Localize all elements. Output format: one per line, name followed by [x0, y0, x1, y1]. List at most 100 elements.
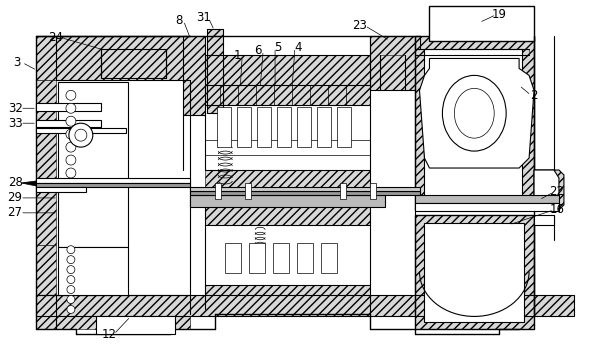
Bar: [278, 108, 290, 146]
Bar: [414, 203, 559, 211]
Bar: [36, 183, 190, 187]
Circle shape: [66, 129, 76, 139]
Bar: [101, 49, 165, 78]
Bar: [414, 195, 559, 203]
Text: 16: 16: [550, 203, 564, 216]
Bar: [58, 247, 128, 294]
Circle shape: [66, 155, 76, 165]
Text: 12: 12: [101, 328, 116, 341]
Bar: [245, 183, 251, 199]
Text: 3: 3: [14, 56, 21, 69]
Bar: [340, 183, 346, 199]
Bar: [424, 223, 524, 322]
Bar: [370, 183, 376, 199]
Bar: [277, 107, 291, 147]
Bar: [337, 107, 351, 147]
Polygon shape: [534, 170, 564, 210]
Bar: [430, 6, 534, 41]
Text: 4: 4: [294, 41, 302, 54]
Circle shape: [66, 90, 76, 100]
Bar: [218, 108, 230, 146]
Bar: [225, 243, 241, 273]
Bar: [238, 108, 250, 146]
Bar: [249, 243, 265, 273]
Bar: [258, 108, 270, 146]
Bar: [370, 36, 414, 90]
Text: 31: 31: [196, 11, 211, 24]
Bar: [318, 108, 330, 146]
Polygon shape: [420, 58, 534, 168]
Bar: [297, 107, 311, 147]
Bar: [36, 120, 101, 127]
Bar: [297, 243, 313, 273]
Bar: [215, 183, 221, 199]
Circle shape: [67, 295, 75, 303]
Circle shape: [67, 256, 75, 264]
Text: 19: 19: [492, 8, 506, 21]
Bar: [317, 107, 331, 147]
Bar: [36, 103, 101, 111]
Bar: [205, 285, 370, 309]
Bar: [414, 215, 534, 329]
Text: 24: 24: [48, 31, 63, 44]
Circle shape: [66, 168, 76, 178]
Bar: [36, 245, 56, 329]
Bar: [183, 36, 205, 115]
Bar: [205, 207, 370, 225]
Text: 23: 23: [352, 19, 367, 32]
Bar: [190, 195, 385, 207]
Bar: [257, 107, 271, 147]
Circle shape: [67, 286, 75, 294]
Bar: [101, 49, 165, 78]
Bar: [96, 316, 176, 334]
Bar: [36, 294, 574, 316]
Text: 5: 5: [274, 41, 282, 54]
Bar: [58, 82, 128, 247]
Text: 27: 27: [8, 206, 22, 219]
Text: 8: 8: [175, 14, 182, 27]
Bar: [414, 215, 534, 329]
Bar: [424, 49, 522, 198]
Bar: [338, 108, 350, 146]
Polygon shape: [534, 170, 559, 210]
Bar: [36, 294, 190, 329]
Circle shape: [67, 306, 75, 314]
Text: 6: 6: [254, 44, 262, 57]
Circle shape: [66, 142, 76, 152]
Bar: [36, 294, 574, 316]
Bar: [207, 29, 223, 113]
Bar: [298, 108, 310, 146]
Bar: [534, 215, 554, 225]
Text: 2: 2: [530, 89, 538, 102]
Circle shape: [67, 275, 75, 284]
Bar: [414, 36, 534, 210]
Bar: [414, 49, 529, 56]
Circle shape: [66, 116, 76, 126]
Text: 1: 1: [233, 49, 241, 62]
Text: 33: 33: [8, 117, 22, 130]
Bar: [205, 85, 370, 105]
Bar: [217, 107, 231, 147]
Bar: [205, 56, 370, 85]
Bar: [207, 29, 223, 113]
Bar: [36, 178, 190, 183]
Circle shape: [66, 103, 76, 113]
Bar: [36, 128, 126, 133]
Bar: [190, 187, 420, 191]
Circle shape: [67, 246, 75, 254]
Bar: [36, 187, 86, 192]
Text: 28: 28: [8, 176, 22, 189]
Bar: [190, 195, 385, 207]
Bar: [205, 170, 370, 190]
Bar: [36, 80, 56, 245]
Bar: [273, 243, 289, 273]
Circle shape: [66, 181, 76, 191]
Bar: [379, 56, 405, 90]
Circle shape: [67, 266, 75, 274]
Bar: [36, 36, 190, 80]
Bar: [183, 36, 205, 115]
Bar: [414, 36, 534, 210]
Circle shape: [69, 123, 93, 147]
Bar: [321, 243, 337, 273]
Text: 29: 29: [8, 191, 22, 204]
